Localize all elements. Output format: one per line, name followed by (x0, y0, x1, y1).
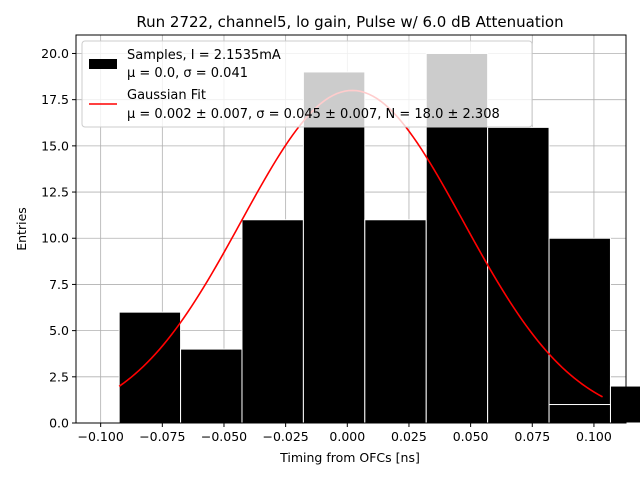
y-tick-label: 10.0 (41, 231, 69, 246)
y-tick-label: 2.5 (49, 369, 69, 384)
x-tick-label: −0.050 (201, 429, 247, 444)
histogram-bar-2 (241, 219, 304, 424)
legend: Samples, I = 2.1535mA μ = 0.0, σ = 0.041… (81, 40, 533, 128)
legend-fit-label: Gaussian Fit (127, 88, 206, 103)
x-tick-label: −0.100 (78, 429, 124, 444)
legend-samples-swatch (89, 59, 117, 69)
histogram-bar-extra (548, 404, 611, 424)
y-tick-label: 0.0 (49, 416, 69, 431)
x-tick-label: 0.025 (391, 429, 427, 444)
x-tick-label: 0.075 (514, 429, 550, 444)
histogram-bar-7 (548, 237, 611, 424)
x-tick-label: 0.100 (576, 429, 612, 444)
y-tick-label: 15.0 (41, 138, 69, 153)
histogram-bar-8 (609, 385, 640, 424)
y-axis-label: Entries (14, 207, 29, 251)
legend-samples-stats: μ = 0.0, σ = 0.041 (127, 66, 248, 81)
plot-area-frame (75, 34, 627, 424)
legend-fit-stats: μ = 0.002 ± 0.007, σ = 0.045 ± 0.007, N … (127, 107, 500, 122)
x-tick-label: −0.075 (139, 429, 185, 444)
histogram-bar-4 (364, 219, 427, 424)
x-axis-ticks: −0.100 −0.075 −0.050 −0.025 0.000 0.025 0.050 0… (78, 423, 612, 444)
histogram-bar-6 (487, 126, 550, 424)
x-tick-label: 0.050 (453, 429, 489, 444)
x-axis-label: Timing from OFCs [ns] (279, 450, 420, 465)
x-tick-label: 0.000 (329, 429, 365, 444)
chart-title: Run 2722, channel5, lo gain, Pulse w/ 6.… (136, 13, 563, 31)
y-axis-ticks: 0.0 2.5 5.0 7.5 10.0 12.5 15.0 17.5 20.0 (41, 46, 76, 431)
legend-box (81, 40, 533, 128)
x-tick-label: −0.025 (263, 429, 309, 444)
y-tick-label: 5.0 (49, 323, 69, 338)
y-tick-label: 17.5 (41, 92, 69, 107)
y-tick-label: 12.5 (41, 185, 69, 200)
histogram-bar-1 (180, 348, 243, 424)
histogram-bar-0 (118, 311, 182, 424)
legend-samples-label: Samples, I = 2.1535mA (127, 48, 281, 63)
y-tick-label: 20.0 (41, 46, 69, 61)
y-tick-label: 7.5 (49, 277, 69, 292)
